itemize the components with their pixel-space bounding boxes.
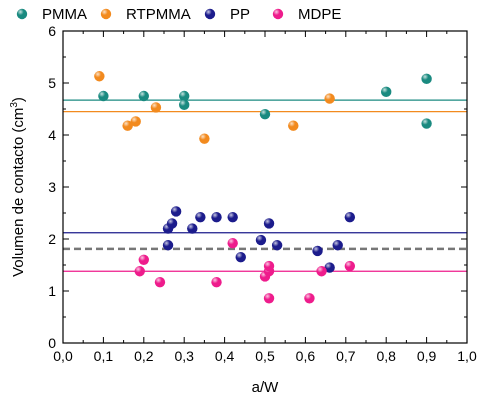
data-point [211,276,222,288]
x-tick-label: 0,1 [94,348,114,364]
data-point [170,206,182,217]
data-point [98,90,109,102]
data-point [255,234,267,246]
x-axis-label: a/W [252,379,280,396]
data-point [259,109,271,120]
y-tick-label: 4 [48,127,56,143]
legend-marker [272,8,284,20]
data-point [263,260,275,272]
y-axis-label-main: Volumen de contacto (cm [10,108,27,277]
data-point [227,211,238,223]
data-point [421,118,432,129]
data-point [344,211,356,223]
data-point [154,276,166,288]
x-tick-label: 0,4 [215,348,235,364]
y-tick-label: 0 [48,335,56,351]
legend-marker [204,8,216,20]
data-points [94,71,432,304]
data-point [179,99,190,111]
y-tick-label: 1 [48,283,56,299]
x-tick-label: 1,0 [457,348,477,364]
data-point [312,245,323,257]
data-point [166,218,178,229]
x-tick-label: 0,9 [417,348,437,364]
data-point [199,133,210,144]
x-tick-label: 0,6 [296,348,316,364]
data-point [150,102,162,113]
x-tick-label: 0,7 [336,348,356,364]
data-point [324,93,335,104]
data-point [344,260,356,272]
y-axis-label: Volumen de contacto (cm3) [9,97,27,277]
data-point [134,266,145,277]
legend-marker [16,8,28,20]
data-point [288,120,299,131]
data-point [271,240,283,251]
data-point [94,71,105,82]
x-tick-label: 0,2 [134,348,154,364]
data-point [211,211,222,223]
data-point [324,262,335,273]
data-point [179,90,190,102]
x-tick-label: 0,0 [53,348,73,364]
legend-label: PP [230,6,250,23]
data-point [235,252,246,263]
data-point [138,254,149,265]
data-point [332,240,343,251]
data-point [381,86,392,98]
data-point [227,237,238,249]
y-tick-label: 6 [48,23,56,39]
data-point [187,223,198,234]
legend-label: PMMA [42,6,87,23]
legend-marker [100,8,112,20]
legend: PMMA RTPMMA PP MDPE [16,6,341,23]
data-point [263,293,275,304]
x-tick-label: 0,5 [255,348,275,364]
y-tick-label: 2 [48,231,56,247]
x-tick-label: 0,8 [376,348,396,364]
legend-label: MDPE [298,6,341,23]
y-tick-label: 3 [48,179,56,195]
legend-label: RTPMMA [126,6,191,23]
mean-lines [63,99,467,272]
data-point [130,116,141,127]
y-tick-label: 5 [48,75,56,91]
data-point [138,90,149,102]
y-axis-label-superscript: 3 [9,102,20,108]
data-point [195,211,206,223]
y-axis-label-end: ) [10,97,27,102]
data-point [162,240,174,251]
data-point [304,293,315,304]
data-point [122,120,133,131]
data-point [316,266,327,277]
data-point [421,73,432,85]
data-point [263,218,275,229]
x-tick-label: 0,3 [174,348,194,364]
axis-ticks: 0,0 0,1 0,2 0,3 0,4 0,5 0,6 0,7 0,8 0,9 1,0 0 1 2 3 4 5 6 [48,23,477,364]
